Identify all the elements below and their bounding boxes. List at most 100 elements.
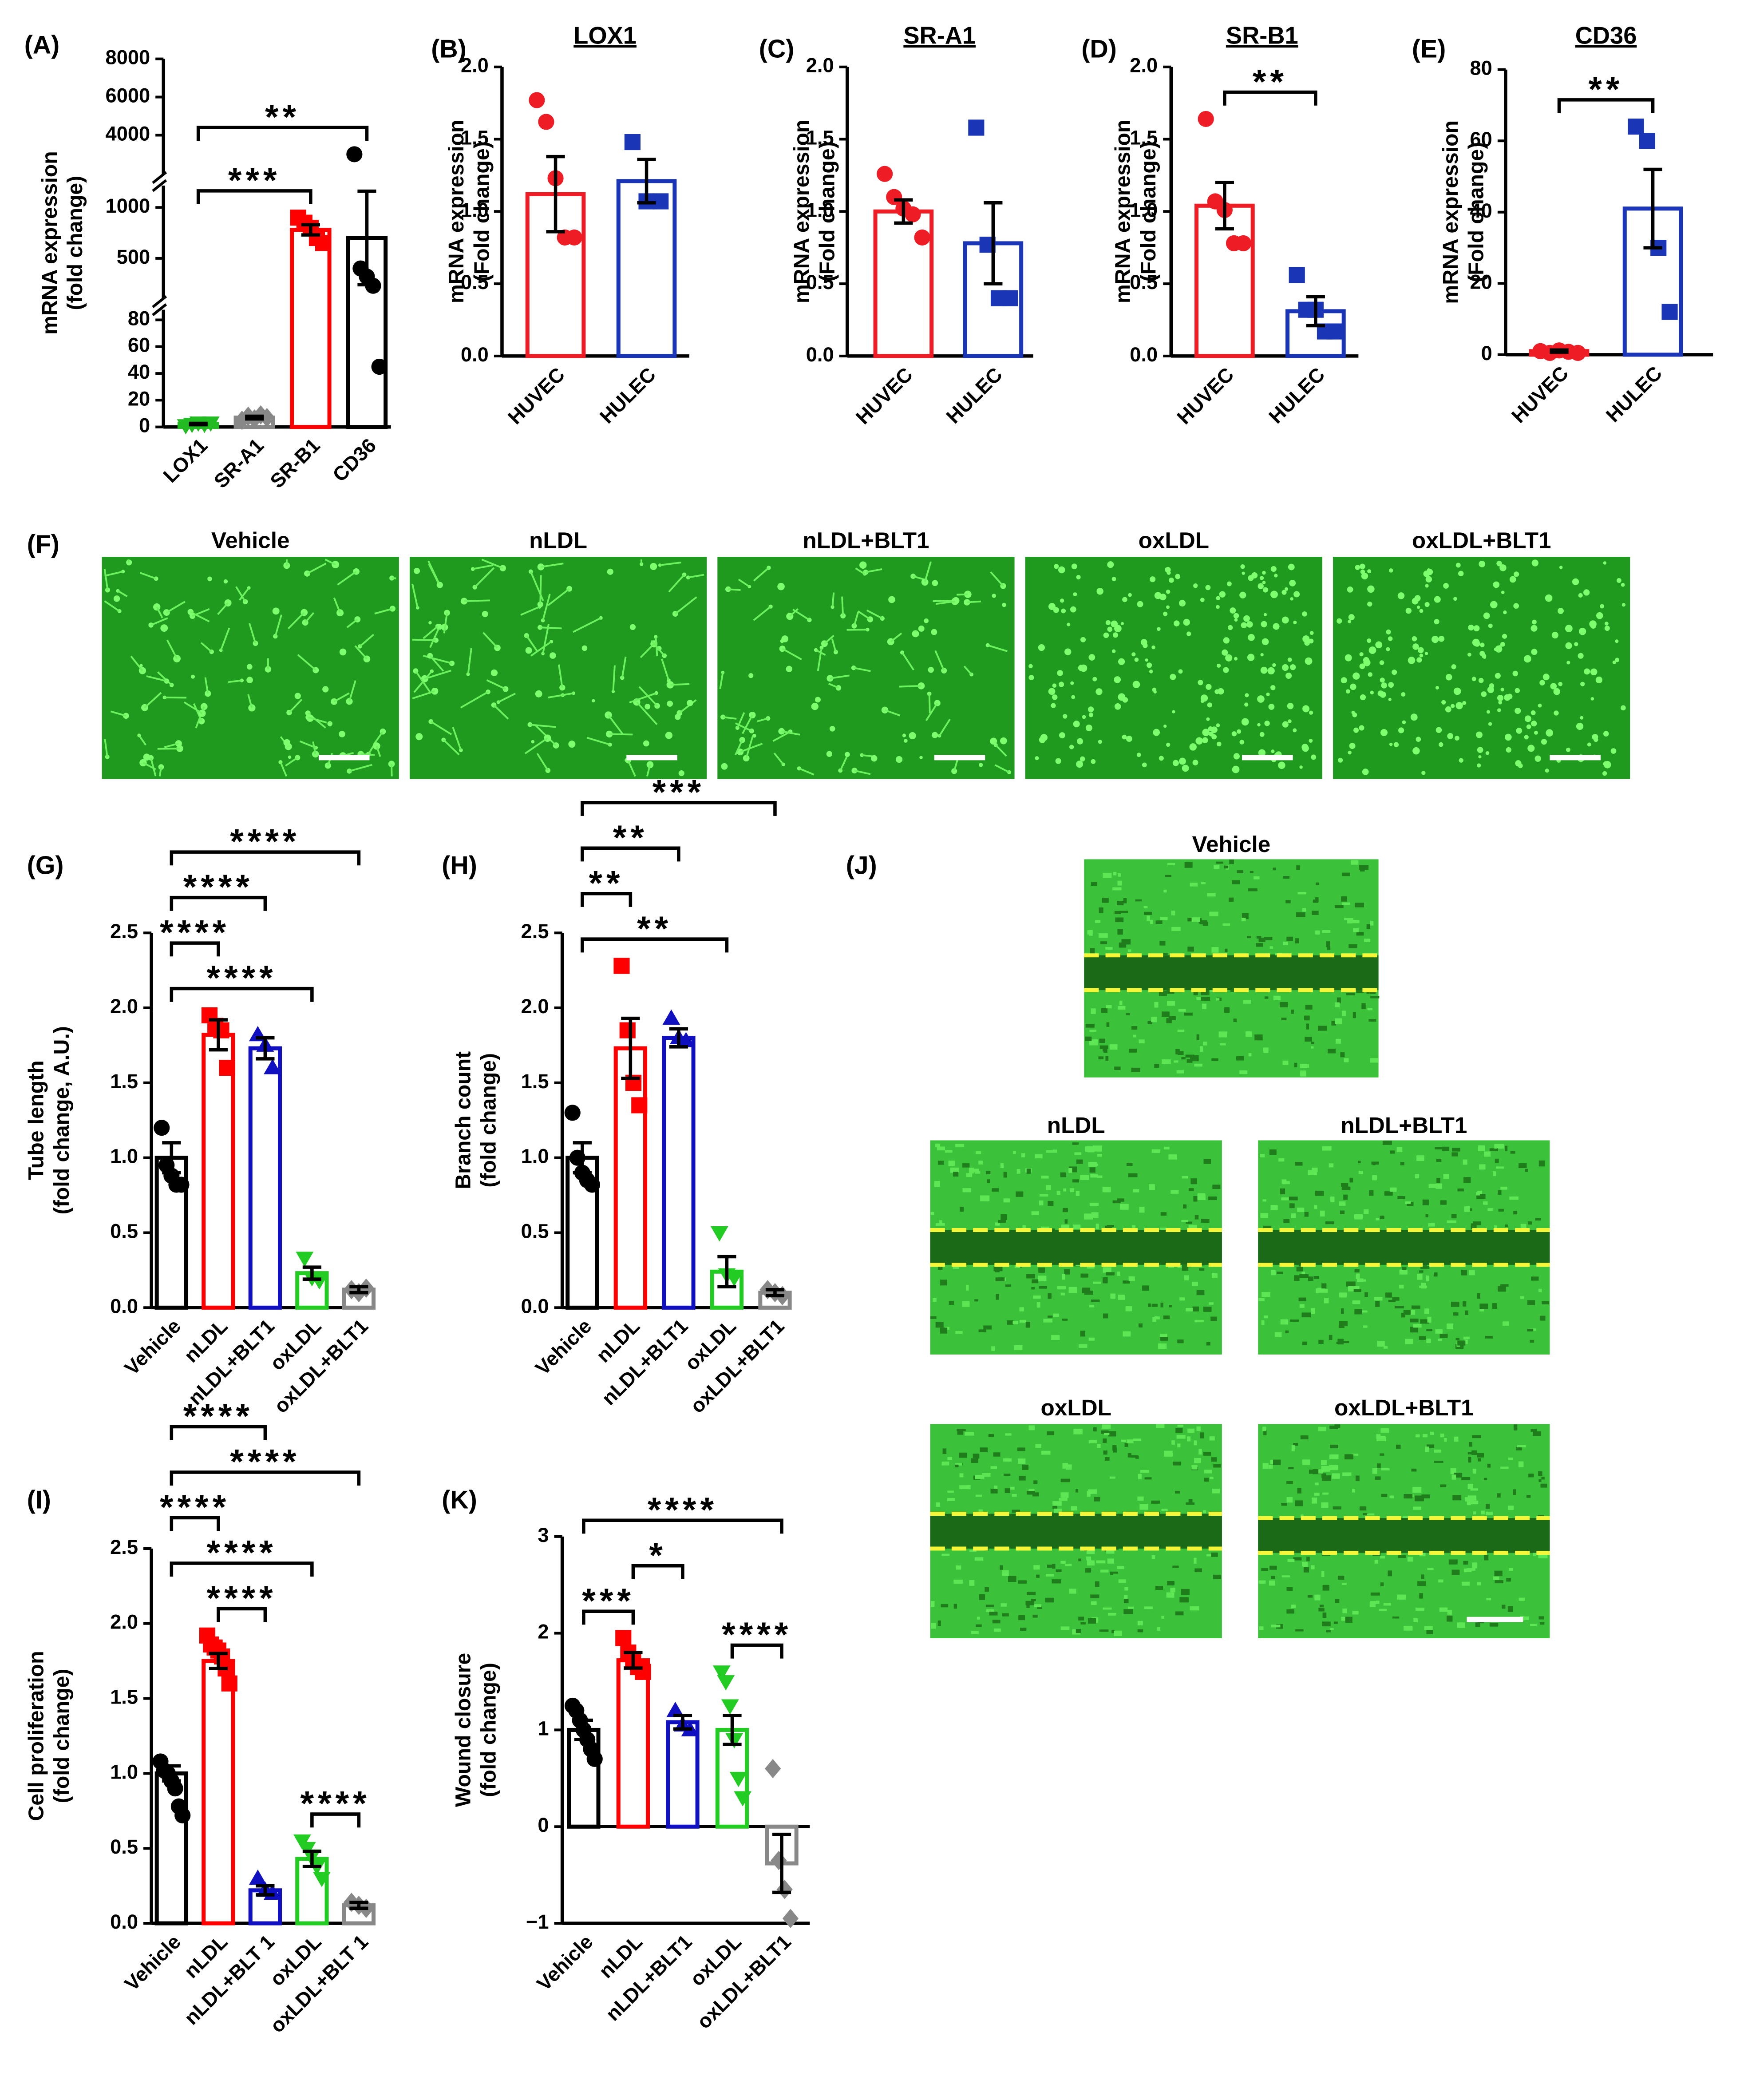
texture [1339, 1201, 1346, 1206]
tube [110, 710, 127, 717]
cell [1477, 763, 1481, 768]
cell [148, 755, 154, 761]
texture [1294, 1062, 1297, 1067]
texture [1363, 1513, 1368, 1516]
significance-label: **** [722, 1615, 792, 1654]
cell [1388, 636, 1393, 641]
texture [1311, 1308, 1315, 1314]
texture [1114, 911, 1121, 915]
tube [935, 600, 955, 605]
cell [1565, 642, 1572, 649]
cell [1595, 676, 1603, 684]
texture [1318, 1426, 1326, 1431]
texture [1428, 1184, 1436, 1188]
texture [1469, 1442, 1472, 1447]
texture [1356, 1273, 1360, 1279]
cell [1080, 637, 1086, 642]
texture [1454, 1436, 1459, 1442]
cell [1615, 658, 1620, 662]
texture [1098, 1056, 1104, 1059]
texture [1508, 1506, 1514, 1510]
texture [1022, 1464, 1029, 1470]
axis-break-mark [152, 295, 167, 308]
texture [1354, 1269, 1360, 1273]
tube [757, 717, 768, 722]
texture [1037, 1606, 1042, 1609]
panel-label: (H) [442, 852, 477, 880]
cell [1270, 590, 1278, 598]
cell [1616, 578, 1621, 583]
texture [974, 1557, 984, 1561]
texture [1414, 1495, 1424, 1502]
texture [1123, 1280, 1130, 1284]
cell [1258, 749, 1266, 757]
texture [976, 1624, 982, 1627]
cell [1496, 561, 1502, 567]
texture [1045, 1597, 1054, 1603]
texture [1485, 1504, 1490, 1509]
cell [1513, 603, 1519, 609]
cell [1367, 638, 1372, 643]
texture [1411, 1305, 1420, 1309]
texture [1473, 1511, 1476, 1515]
texture [1239, 1070, 1248, 1074]
cell [1345, 689, 1350, 694]
texture [1212, 1185, 1221, 1189]
texture [1361, 1003, 1366, 1010]
y-tick-label: 6000 [106, 84, 150, 107]
cell [428, 621, 432, 625]
texture [1475, 1622, 1480, 1627]
cell [1388, 682, 1394, 688]
x-tick-label: HUVEC [1507, 362, 1573, 428]
data-point [662, 1009, 680, 1025]
texture [1305, 1037, 1312, 1042]
texture [975, 1474, 985, 1479]
texture [1093, 1427, 1097, 1432]
texture [1196, 1034, 1199, 1040]
texture [1178, 1009, 1186, 1012]
cell [1288, 719, 1292, 723]
data-point [529, 92, 545, 108]
cell [881, 706, 889, 713]
texture [1086, 1549, 1095, 1554]
texture [1213, 1464, 1221, 1468]
texture [1273, 1459, 1281, 1465]
texture [1424, 1626, 1433, 1630]
cell [1530, 625, 1538, 632]
texture [1319, 1289, 1328, 1293]
texture [1099, 1038, 1105, 1043]
cell [1260, 653, 1264, 657]
tube [204, 677, 209, 694]
texture [1046, 1574, 1054, 1577]
x-tick-label: Vehicle [120, 1315, 185, 1379]
tube [144, 692, 162, 709]
y-tick-label: 0.5 [1130, 271, 1158, 293]
texture [1296, 865, 1300, 870]
cell [1471, 677, 1476, 682]
cell [1476, 731, 1483, 738]
cell [1120, 622, 1124, 626]
texture [1325, 1221, 1334, 1224]
texture [1106, 1005, 1112, 1009]
texture [982, 1473, 991, 1477]
texture [1487, 1463, 1491, 1468]
cell [1168, 577, 1174, 583]
texture [1099, 907, 1103, 913]
bar [202, 1659, 235, 1926]
texture [1461, 1477, 1471, 1480]
texture [1505, 1145, 1508, 1151]
tube [542, 594, 551, 621]
texture [1471, 1223, 1477, 1229]
texture [1014, 1345, 1023, 1351]
texture [1516, 1447, 1522, 1450]
texture [1169, 1305, 1172, 1308]
tube [452, 727, 462, 751]
texture [1186, 1308, 1193, 1312]
data-point [624, 134, 641, 151]
texture [931, 1601, 935, 1607]
texture [1407, 1202, 1414, 1206]
texture [1533, 1551, 1536, 1556]
texture [1311, 1565, 1315, 1569]
texture [1298, 1264, 1303, 1267]
